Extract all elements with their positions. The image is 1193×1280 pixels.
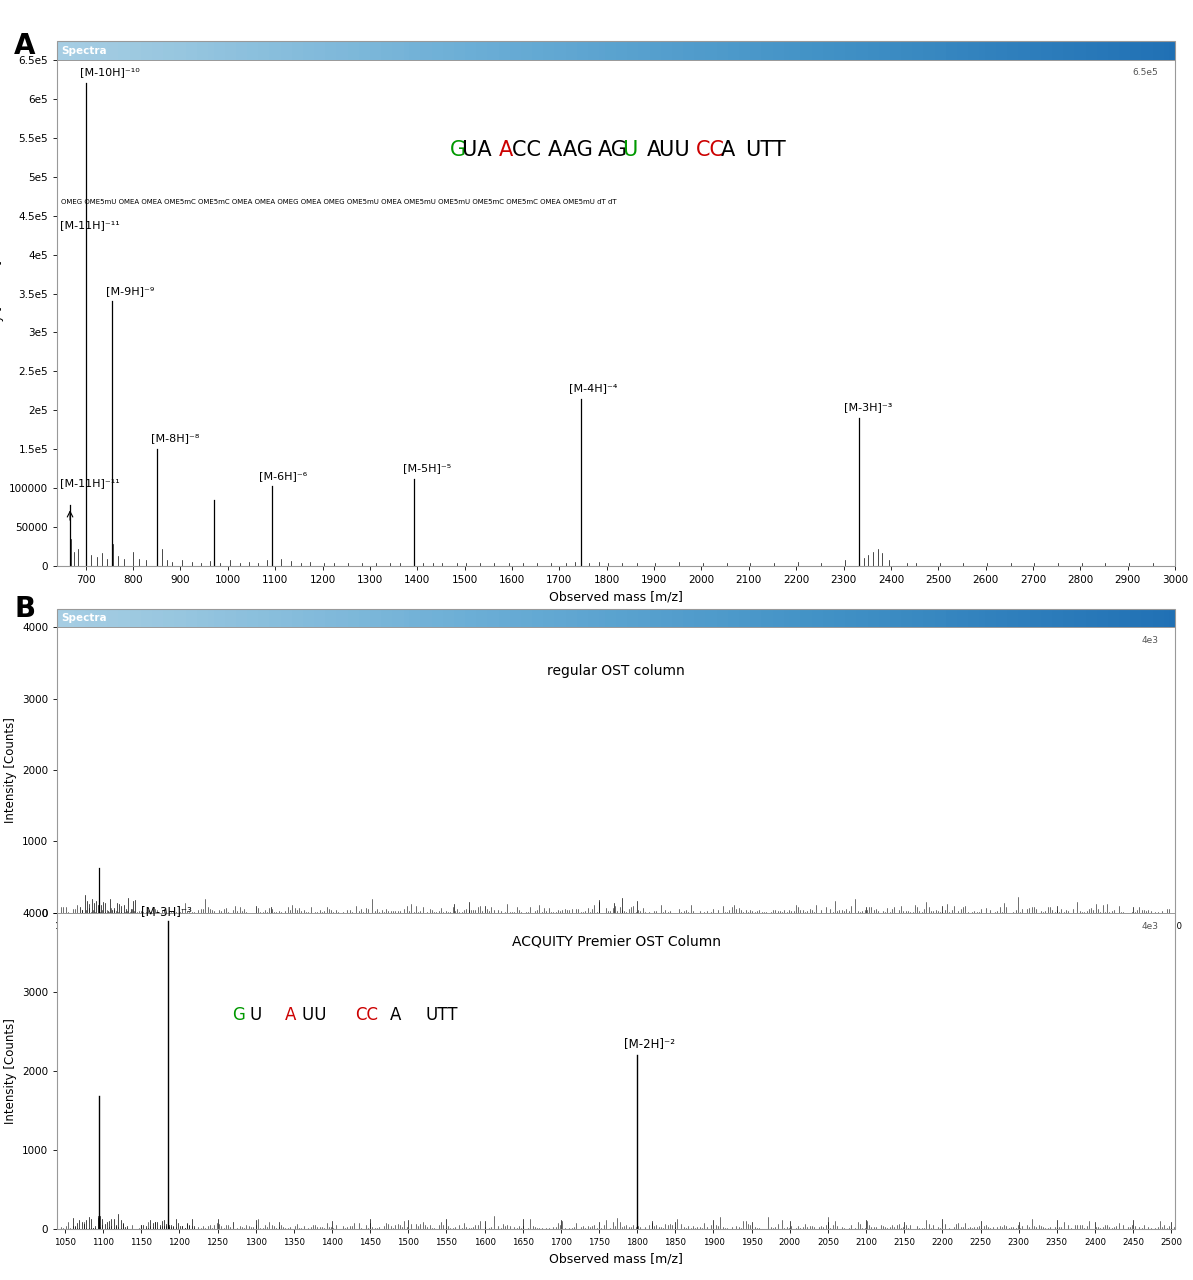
Text: [M-9H]⁻⁹: [M-9H]⁻⁹ — [105, 285, 154, 296]
Text: AAG: AAG — [549, 140, 600, 160]
Text: UA: UA — [462, 140, 499, 160]
Text: [M-5H]⁻⁵: [M-5H]⁻⁵ — [403, 463, 451, 474]
Text: A: A — [647, 140, 661, 160]
Y-axis label: Intensity [Counts]: Intensity [Counts] — [4, 717, 17, 823]
Text: A: A — [390, 1006, 407, 1024]
Y-axis label: Intensity [Counts]: Intensity [Counts] — [0, 260, 4, 366]
Text: [M-4H]⁻⁴: [M-4H]⁻⁴ — [569, 383, 617, 393]
Text: UTT: UTT — [425, 1006, 458, 1024]
Text: A: A — [499, 140, 513, 160]
Text: CC: CC — [354, 1006, 378, 1024]
Y-axis label: Intensity [Counts]: Intensity [Counts] — [4, 1018, 17, 1124]
Text: ACQUITY Premier OST Column: ACQUITY Premier OST Column — [512, 934, 721, 948]
Text: UU: UU — [302, 1006, 332, 1024]
Text: CC: CC — [512, 140, 548, 160]
X-axis label: Observed mass [m/z]: Observed mass [m/z] — [549, 1252, 684, 1266]
Text: CC: CC — [697, 140, 725, 160]
Text: [M-11H]⁻¹¹: [M-11H]⁻¹¹ — [60, 220, 119, 229]
Text: U: U — [623, 140, 638, 160]
Text: 4e3: 4e3 — [1142, 922, 1158, 931]
Text: UU: UU — [660, 140, 697, 160]
Text: [M-11H]⁻¹¹: [M-11H]⁻¹¹ — [60, 477, 119, 488]
Text: [M-10H]⁻¹⁰: [M-10H]⁻¹⁰ — [80, 68, 141, 77]
Text: G: G — [231, 1006, 245, 1024]
Text: [M-8H]⁻⁸: [M-8H]⁻⁸ — [150, 433, 199, 443]
Text: regular OST column: regular OST column — [548, 664, 685, 678]
Text: [M-3H]⁻³: [M-3H]⁻³ — [843, 402, 892, 412]
Text: Spectra: Spectra — [62, 46, 107, 55]
Text: B: B — [14, 595, 36, 623]
Text: A: A — [285, 1006, 296, 1024]
Text: Spectra: Spectra — [62, 613, 107, 623]
Text: 6.5e5: 6.5e5 — [1132, 68, 1158, 77]
X-axis label: Observed mass [m/z]: Observed mass [m/z] — [549, 590, 684, 603]
Text: AG: AG — [598, 140, 628, 160]
Text: [M-2H]⁻²: [M-2H]⁻² — [624, 1037, 675, 1050]
Text: UTT: UTT — [746, 140, 786, 160]
Text: A: A — [14, 32, 36, 60]
Text: U: U — [249, 1006, 267, 1024]
Text: A: A — [721, 140, 742, 160]
Text: [M-6H]⁻⁶: [M-6H]⁻⁶ — [259, 471, 307, 481]
Text: G: G — [450, 140, 466, 160]
Text: OMEG OME5mU OMEA OMEA OME5mC OME5mC OMEA OMEA OMEG OMEA OMEG OME5mU OMEA OME5mU : OMEG OME5mU OMEA OMEA OME5mC OME5mC OMEA… — [61, 198, 617, 205]
Text: 4e3: 4e3 — [1142, 636, 1158, 645]
Text: [M-3H]⁻³: [M-3H]⁻³ — [141, 905, 192, 918]
